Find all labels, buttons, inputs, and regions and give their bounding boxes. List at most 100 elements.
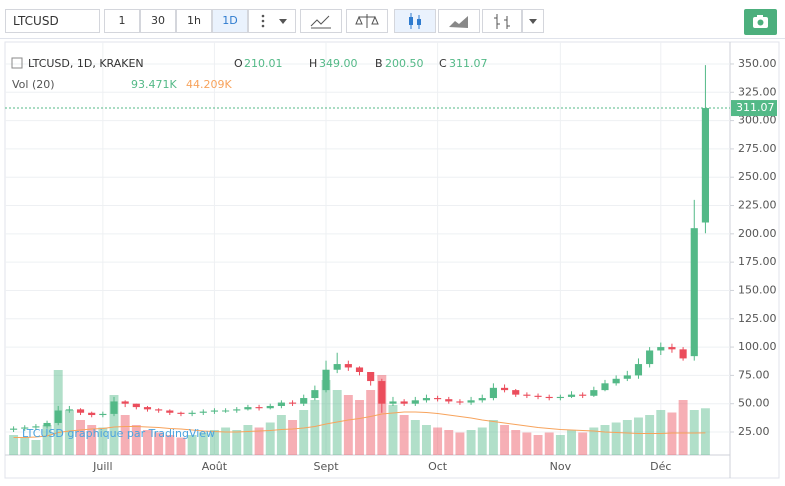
volume-bar	[656, 410, 666, 455]
candle-body	[199, 411, 207, 413]
candle-body	[601, 383, 609, 391]
volume-ma-legend-value: 44.209K	[186, 78, 232, 91]
legend-letter: H	[309, 57, 317, 70]
volume-bar	[433, 427, 443, 455]
interval-button[interactable]: 1h	[176, 9, 212, 33]
volume-bar	[533, 435, 543, 455]
volume-bar	[20, 437, 30, 455]
icon	[355, 14, 379, 28]
candle-body	[500, 387, 509, 391]
y-tick-label: 75.00	[738, 368, 770, 381]
bars-button[interactable]	[482, 9, 522, 33]
candle-body	[701, 108, 709, 223]
volume-bar	[388, 405, 398, 455]
candle-body	[43, 422, 51, 427]
candle-body	[367, 371, 375, 382]
candle-body	[233, 409, 241, 411]
candle-body	[244, 407, 252, 410]
snapshot-button[interactable]	[744, 9, 777, 35]
candle-body	[333, 364, 341, 370]
candle-body	[99, 413, 107, 416]
volume-bar	[366, 390, 376, 455]
chart-type-menu[interactable]	[522, 9, 544, 33]
volume-bar	[377, 375, 387, 455]
volume-bar	[477, 427, 487, 455]
volume-bar	[176, 437, 186, 455]
interval-button[interactable]: 1	[104, 9, 140, 33]
area-button[interactable]	[438, 9, 480, 33]
y-tick-label: 225.00	[738, 199, 777, 212]
candles-button[interactable]	[394, 9, 436, 33]
volume-bar	[299, 410, 309, 455]
candle-body	[489, 387, 497, 399]
candle-body	[322, 369, 330, 391]
legend-value: 349.00	[319, 57, 358, 70]
candle-body	[556, 396, 564, 399]
volume-bar	[131, 425, 141, 455]
candle-body	[311, 390, 319, 399]
candle-body	[288, 402, 297, 404]
candle-body	[344, 364, 352, 368]
legend-value: 311.07	[449, 57, 488, 70]
volume-bar	[488, 420, 498, 455]
volume-bar	[321, 380, 331, 455]
volume-bar	[410, 420, 420, 455]
volume-bar	[589, 427, 599, 455]
volume-bar	[243, 425, 253, 455]
candle-body	[255, 407, 263, 409]
candle-body	[534, 395, 542, 397]
candle-body	[54, 410, 62, 423]
volume-bar	[120, 415, 130, 455]
candle-body	[579, 394, 587, 396]
candle-body	[590, 390, 598, 396]
symbol-input[interactable]: LTCUSD	[5, 9, 100, 33]
interval-button[interactable]: 1D	[212, 9, 248, 33]
menu-button[interactable]	[248, 9, 296, 33]
icon	[409, 13, 421, 29]
x-tick-label: Déc	[650, 460, 671, 473]
y-tick-label: 325.00	[738, 85, 777, 98]
volume-bar	[466, 430, 476, 455]
icon	[494, 14, 510, 29]
legend-toggle	[11, 57, 23, 69]
volume-bar	[555, 435, 565, 455]
volume-bar	[165, 435, 175, 455]
volume-bar	[9, 435, 19, 455]
y-tick-label: 175.00	[738, 255, 777, 268]
volume-bar	[42, 425, 52, 455]
candle-body	[422, 398, 431, 401]
volume-bar	[154, 432, 164, 455]
volume-bar	[611, 422, 621, 455]
candle-body	[690, 228, 698, 357]
volume-bar	[209, 430, 219, 455]
y-tick-label: 275.00	[738, 142, 777, 155]
candle-body	[143, 407, 152, 410]
volume-bar	[667, 412, 677, 455]
candle-body	[65, 409, 73, 411]
watermark: LTCUSD graphique par TradingView	[22, 427, 215, 440]
volume-bar	[276, 415, 286, 455]
candle-body	[222, 410, 230, 412]
candle-body	[657, 347, 665, 351]
candle-body	[545, 396, 553, 399]
volume-bar	[511, 430, 521, 455]
indicators-button[interactable]	[300, 9, 342, 33]
candle-body	[434, 398, 442, 400]
candle-body	[355, 367, 364, 372]
compare-button[interactable]	[346, 9, 388, 33]
last-price-label: 311.07	[736, 101, 775, 114]
candle-body	[188, 412, 196, 414]
volume-bar	[76, 420, 85, 455]
x-tick-label: Juill	[92, 460, 112, 473]
legend-letter: C	[439, 57, 447, 70]
interval-button[interactable]: 30	[140, 9, 176, 33]
y-tick-label: 150.00	[738, 283, 777, 296]
legend-value: 200.50	[385, 57, 424, 70]
y-tick-label: 350.00	[738, 57, 777, 70]
volume-bar	[187, 435, 197, 455]
candle-body	[445, 399, 453, 402]
volume-bar	[221, 427, 231, 455]
candle-body	[110, 401, 118, 414]
legend-letter: B	[375, 57, 383, 70]
volume-bar	[87, 425, 97, 455]
